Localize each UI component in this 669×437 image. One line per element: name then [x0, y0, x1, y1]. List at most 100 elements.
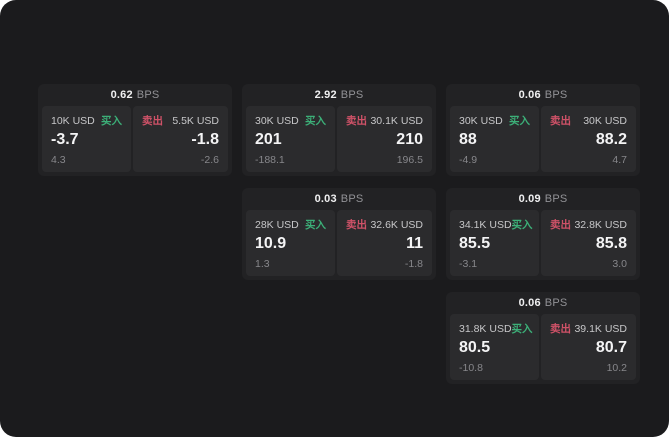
buy-side-label: 买入: [101, 115, 122, 127]
buy-panel[interactable]: 30K USD 买入 88 -4.9: [450, 106, 539, 172]
sell-price: 88.2: [595, 131, 627, 148]
bps-value: 0.09: [518, 193, 541, 205]
quote-card: 0.03 BPS 28K USD 买入 10.9 1.3 卖出 32.6K US…: [242, 188, 436, 280]
quote-card: 0.09 BPS 34.1K USD 买入 85.5 -3.1 卖出 32.8K…: [446, 188, 640, 280]
sell-side-label: 卖出: [550, 115, 571, 127]
bps-unit-label: BPS: [340, 193, 364, 205]
bps-header: 0.03 BPS: [246, 188, 432, 210]
bps-header: 0.06 BPS: [450, 292, 636, 314]
sell-delta: 196.5: [396, 154, 423, 166]
buy-delta: -4.9: [459, 154, 478, 166]
buy-panel[interactable]: 31.8K USD 买入 80.5 -10.8: [450, 314, 539, 380]
sell-meta-row: 卖出 32.8K USD: [550, 217, 627, 232]
sell-side-label: 卖出: [346, 219, 367, 231]
bps-unit-label: BPS: [544, 193, 568, 205]
sell-size: 32.6K USD: [370, 219, 423, 231]
bps-header: 0.09 BPS: [450, 188, 636, 210]
bps-unit-label: BPS: [340, 89, 364, 101]
bps-header: 0.62 BPS: [42, 84, 228, 106]
sell-price: 85.8: [595, 235, 627, 252]
bps-value: 2.92: [314, 89, 337, 101]
buy-price: -3.7: [51, 131, 79, 148]
quote-panels: 30K USD 买入 201 -188.1 卖出 30.1K USD 210 1…: [246, 106, 432, 172]
sell-side-label: 卖出: [550, 323, 571, 335]
buy-price: 85.5: [459, 235, 491, 252]
sell-delta: -2.6: [200, 154, 219, 166]
sell-size: 30.1K USD: [370, 115, 423, 127]
buy-panel[interactable]: 34.1K USD 买入 85.5 -3.1: [450, 210, 539, 276]
buy-meta-row: 34.1K USD 买入: [459, 217, 533, 232]
quote-card-grid: 0.62 BPS 10K USD 买入 -3.7 4.3 卖出 5.5K USD: [38, 84, 640, 384]
buy-panel[interactable]: 10K USD 买入 -3.7 4.3: [42, 106, 131, 172]
bps-value: 0.03: [314, 193, 337, 205]
sell-panel[interactable]: 卖出 39.1K USD 80.7 10.2: [541, 314, 636, 380]
sell-panel[interactable]: 卖出 30.1K USD 210 196.5: [337, 106, 432, 172]
buy-panel[interactable]: 30K USD 买入 201 -188.1: [246, 106, 335, 172]
bps-unit-label: BPS: [544, 297, 568, 309]
quote-card: 0.06 BPS 30K USD 买入 88 -4.9 卖出 30K USD: [446, 84, 640, 176]
sell-meta-row: 卖出 39.1K USD: [550, 321, 627, 336]
sell-price: 11: [406, 235, 423, 252]
buy-meta-row: 30K USD 买入: [459, 113, 530, 128]
buy-side-label: 买入: [511, 219, 533, 231]
sell-delta: 3.0: [612, 258, 627, 270]
sell-price: 80.7: [595, 339, 627, 356]
sell-panel[interactable]: 卖出 32.8K USD 85.8 3.0: [541, 210, 636, 276]
buy-price: 10.9: [255, 235, 287, 252]
buy-panel[interactable]: 28K USD 买入 10.9 1.3: [246, 210, 335, 276]
buy-delta: -188.1: [255, 154, 285, 166]
sell-size: 39.1K USD: [574, 323, 627, 335]
buy-delta: 1.3: [255, 258, 270, 270]
buy-price: 80.5: [459, 339, 491, 356]
bps-value: 0.62: [110, 89, 133, 101]
buy-size: 28K USD: [255, 219, 299, 231]
quote-panels: 30K USD 买入 88 -4.9 卖出 30K USD 88.2 4.7: [450, 106, 636, 172]
buy-meta-row: 30K USD 买入: [255, 113, 326, 128]
sell-size: 5.5K USD: [172, 115, 219, 127]
quote-panels: 10K USD 买入 -3.7 4.3 卖出 5.5K USD -1.8 -2.…: [42, 106, 228, 172]
sell-meta-row: 卖出 30.1K USD: [346, 113, 423, 128]
buy-meta-row: 28K USD 买入: [255, 217, 326, 232]
sell-side-label: 卖出: [142, 115, 163, 127]
quote-panels: 31.8K USD 买入 80.5 -10.8 卖出 39.1K USD 80.…: [450, 314, 636, 380]
buy-delta: 4.3: [51, 154, 66, 166]
buy-size: 31.8K USD: [459, 323, 512, 335]
sell-side-label: 卖出: [346, 115, 367, 127]
buy-size: 30K USD: [255, 115, 299, 127]
bps-value: 0.06: [518, 297, 541, 309]
sell-panel[interactable]: 卖出 30K USD 88.2 4.7: [541, 106, 636, 172]
sell-meta-row: 卖出 5.5K USD: [142, 113, 219, 128]
bps-unit-label: BPS: [136, 89, 160, 101]
sell-panel[interactable]: 卖出 5.5K USD -1.8 -2.6: [133, 106, 228, 172]
buy-side-label: 买入: [305, 115, 326, 127]
buy-side-label: 买入: [305, 219, 326, 231]
buy-meta-row: 31.8K USD 买入: [459, 321, 533, 336]
buy-size: 30K USD: [459, 115, 503, 127]
quote-card: 0.62 BPS 10K USD 买入 -3.7 4.3 卖出 5.5K USD: [38, 84, 232, 176]
buy-side-label: 买入: [511, 323, 533, 335]
buy-meta-row: 10K USD 买入: [51, 113, 122, 128]
bps-header: 2.92 BPS: [246, 84, 432, 106]
sell-price: 210: [396, 131, 423, 148]
buy-delta: -3.1: [459, 258, 478, 270]
quote-card: 2.92 BPS 30K USD 买入 201 -188.1 卖出 30.1K …: [242, 84, 436, 176]
buy-price: 201: [255, 131, 282, 148]
buy-size: 10K USD: [51, 115, 95, 127]
sell-delta: 4.7: [612, 154, 627, 166]
sell-panel[interactable]: 卖出 32.6K USD 11 -1.8: [337, 210, 432, 276]
sell-delta: 10.2: [606, 362, 627, 374]
buy-size: 34.1K USD: [459, 219, 512, 231]
sell-delta: -1.8: [404, 258, 423, 270]
bps-header: 0.06 BPS: [450, 84, 636, 106]
buy-price: 88: [459, 131, 477, 148]
buy-side-label: 买入: [509, 115, 530, 127]
sell-price: -1.8: [191, 131, 219, 148]
quote-panels: 28K USD 买入 10.9 1.3 卖出 32.6K USD 11 -1.8: [246, 210, 432, 276]
sell-size: 30K USD: [583, 115, 627, 127]
sell-side-label: 卖出: [550, 219, 571, 231]
bps-unit-label: BPS: [544, 89, 568, 101]
bps-value: 0.06: [518, 89, 541, 101]
sell-size: 32.8K USD: [574, 219, 627, 231]
buy-delta: -10.8: [459, 362, 483, 374]
